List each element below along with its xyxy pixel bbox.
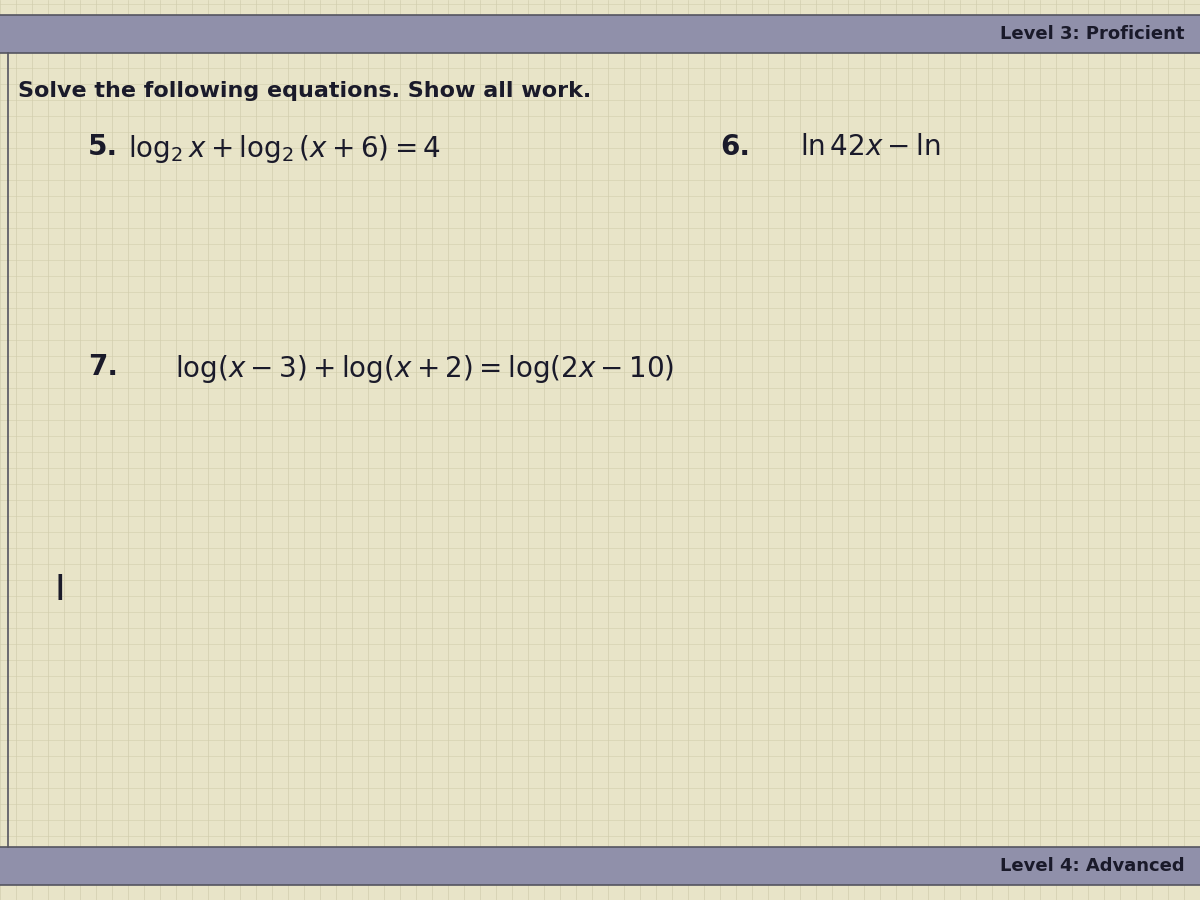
Text: $\log(x - 3) + \log(x + 2) = \log(2x - 10)$: $\log(x - 3) + \log(x + 2) = \log(2x - 1… [175, 353, 674, 385]
Text: Level 3: Proficient: Level 3: Proficient [1001, 25, 1186, 43]
Text: 6.: 6. [720, 133, 750, 161]
Bar [0, 847, 1200, 885]
Text: 7.: 7. [88, 353, 118, 381]
Text: $\log_2 x + \log_2(x + 6) = 4$: $\log_2 x + \log_2(x + 6) = 4$ [128, 133, 440, 165]
Text: 5.: 5. [88, 133, 118, 161]
Bar [0, 15, 1200, 53]
Text: $\ln 42x - \ln$: $\ln 42x - \ln$ [800, 133, 941, 161]
Text: Solve the following equations. Show all work.: Solve the following equations. Show all … [18, 81, 592, 101]
Text: Level 4: Advanced: Level 4: Advanced [1001, 857, 1186, 875]
Text: I: I [55, 573, 66, 607]
